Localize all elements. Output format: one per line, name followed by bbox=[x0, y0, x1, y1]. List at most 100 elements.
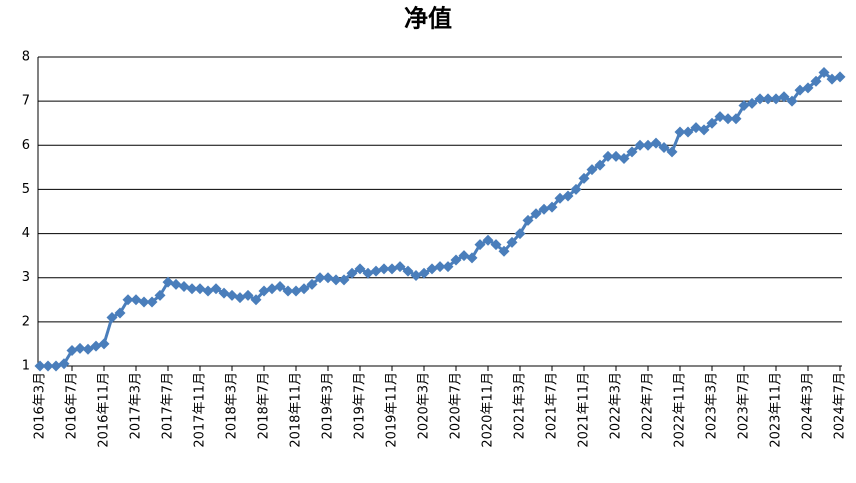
data-point bbox=[666, 146, 678, 158]
x-tick-label: 2024年7月 bbox=[833, 372, 848, 439]
y-tick-label: 3 bbox=[22, 270, 30, 285]
data-point bbox=[554, 192, 566, 204]
data-point bbox=[586, 164, 598, 176]
x-tick-label: 2016年3月 bbox=[33, 372, 48, 439]
x-tick-label: 2019年7月 bbox=[353, 372, 368, 439]
data-point bbox=[786, 95, 798, 107]
data-point bbox=[234, 292, 246, 304]
data-point bbox=[362, 267, 374, 279]
x-tick-label: 2018年3月 bbox=[225, 372, 240, 439]
data-point bbox=[834, 71, 846, 83]
data-point bbox=[322, 272, 334, 284]
data-point bbox=[690, 122, 702, 134]
data-point bbox=[98, 338, 110, 350]
data-point bbox=[66, 345, 78, 357]
data-point bbox=[506, 236, 518, 248]
data-point bbox=[74, 342, 86, 354]
data-point bbox=[378, 263, 390, 275]
y-tick-label: 1 bbox=[22, 359, 30, 374]
data-point bbox=[258, 285, 270, 297]
data-point bbox=[42, 360, 54, 372]
data-point bbox=[146, 296, 158, 308]
data-point bbox=[450, 254, 462, 266]
data-point bbox=[578, 172, 590, 184]
x-tick-label: 2021年11月 bbox=[577, 372, 592, 448]
y-tick-label: 7 bbox=[22, 94, 30, 109]
data-point bbox=[386, 263, 398, 275]
data-point bbox=[730, 113, 742, 125]
data-point bbox=[194, 283, 206, 295]
x-tick-label: 2019年3月 bbox=[321, 372, 336, 439]
data-point bbox=[642, 139, 654, 151]
data-point bbox=[674, 126, 686, 138]
data-point bbox=[722, 113, 734, 125]
data-point bbox=[274, 281, 286, 293]
data-point bbox=[154, 289, 166, 301]
data-point bbox=[802, 82, 814, 94]
data-point bbox=[162, 276, 174, 288]
x-tick-label: 2020年7月 bbox=[449, 372, 464, 439]
data-point bbox=[394, 261, 406, 273]
data-point bbox=[186, 283, 198, 295]
data-point bbox=[482, 234, 494, 246]
data-point bbox=[346, 267, 358, 279]
data-point bbox=[426, 263, 438, 275]
data-point bbox=[594, 159, 606, 171]
x-tick-label: 2020年3月 bbox=[417, 372, 432, 439]
data-point bbox=[538, 203, 550, 215]
data-point bbox=[90, 340, 102, 352]
data-point bbox=[114, 307, 126, 319]
x-tick-label: 2016年11月 bbox=[97, 372, 112, 448]
data-point bbox=[354, 263, 366, 275]
data-point bbox=[138, 296, 150, 308]
x-tick-label: 2021年3月 bbox=[513, 372, 528, 439]
data-point bbox=[178, 281, 190, 293]
data-point bbox=[746, 97, 758, 109]
x-tick-label: 2022年3月 bbox=[609, 372, 624, 439]
data-point bbox=[626, 146, 638, 158]
data-point bbox=[634, 139, 646, 151]
x-tick-label: 2023年7月 bbox=[737, 372, 752, 439]
x-tick-label: 2020年11月 bbox=[481, 372, 496, 448]
x-tick-label: 2022年7月 bbox=[641, 372, 656, 439]
data-point bbox=[242, 289, 254, 301]
data-point bbox=[298, 283, 310, 295]
data-point bbox=[562, 190, 574, 202]
data-point bbox=[770, 93, 782, 105]
data-point bbox=[218, 287, 230, 299]
y-tick-label: 4 bbox=[22, 226, 30, 241]
data-point bbox=[170, 278, 182, 290]
data-point bbox=[826, 73, 838, 85]
data-point bbox=[226, 289, 238, 301]
data-point bbox=[522, 214, 534, 226]
y-tick-label: 5 bbox=[22, 182, 30, 197]
data-point bbox=[474, 239, 486, 251]
x-tick-label: 2018年7月 bbox=[257, 372, 272, 439]
data-point bbox=[570, 183, 582, 195]
data-point bbox=[530, 208, 542, 220]
x-tick-label: 2022年11月 bbox=[673, 372, 688, 448]
data-point bbox=[210, 283, 222, 295]
x-tick-label: 2023年3月 bbox=[705, 372, 720, 439]
data-point bbox=[130, 294, 142, 306]
x-tick-label: 2024年3月 bbox=[801, 372, 816, 439]
data-point bbox=[762, 93, 774, 105]
data-point bbox=[410, 270, 422, 282]
data-point bbox=[314, 272, 326, 284]
data-point bbox=[458, 250, 470, 262]
data-point bbox=[338, 274, 350, 286]
data-point bbox=[778, 91, 790, 103]
data-point bbox=[546, 201, 558, 213]
data-point bbox=[106, 311, 118, 323]
data-point bbox=[402, 265, 414, 277]
data-point bbox=[618, 153, 630, 165]
y-tick-label: 2 bbox=[22, 314, 30, 329]
data-point bbox=[698, 124, 710, 136]
chart-title: 净值 bbox=[404, 4, 452, 33]
data-point bbox=[370, 265, 382, 277]
data-point bbox=[122, 294, 134, 306]
data-point bbox=[810, 75, 822, 87]
data-point bbox=[714, 111, 726, 123]
data-point bbox=[706, 117, 718, 129]
